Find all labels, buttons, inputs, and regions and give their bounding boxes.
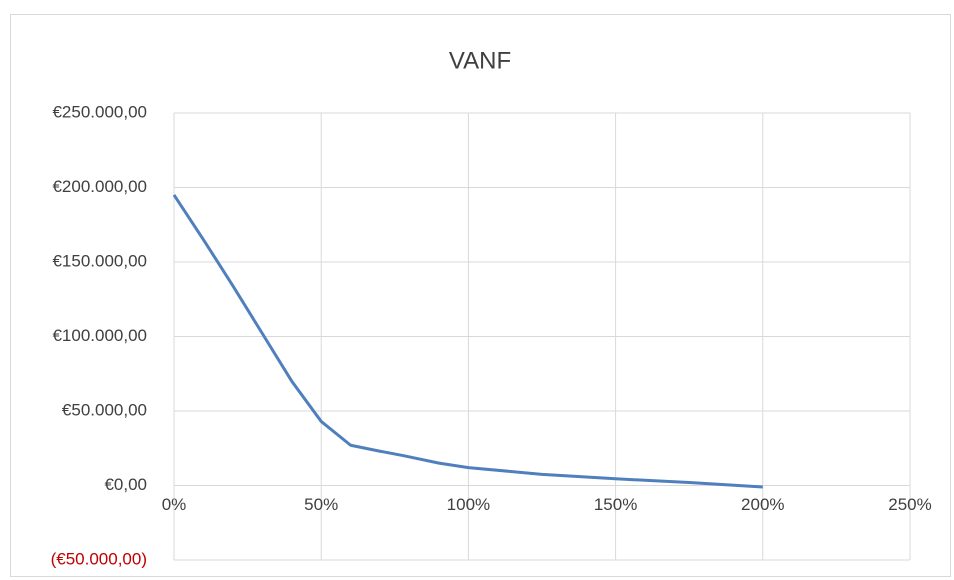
y-tick-label: €0,00: [104, 475, 147, 494]
y-tick-label: (€50.000,00): [51, 549, 147, 568]
y-tick-label: €100.000,00: [52, 326, 147, 345]
chart-title: VANF: [449, 47, 511, 74]
y-tick-label: €150.000,00: [52, 251, 147, 270]
chart-border: [10, 14, 951, 577]
y-tick-label: €200.000,00: [52, 177, 147, 196]
x-tick-label: 100%: [447, 495, 490, 514]
x-tick-label: 50%: [304, 495, 338, 514]
x-tick-label: 0%: [162, 495, 187, 514]
y-tick-label: €50.000,00: [62, 400, 147, 419]
x-tick-label: 200%: [741, 495, 784, 514]
data-line: [172, 194, 763, 489]
y-tick-label: €250.000,00: [52, 102, 147, 121]
x-tick-label: 150%: [594, 495, 637, 514]
x-tick-label: 250%: [888, 495, 931, 514]
